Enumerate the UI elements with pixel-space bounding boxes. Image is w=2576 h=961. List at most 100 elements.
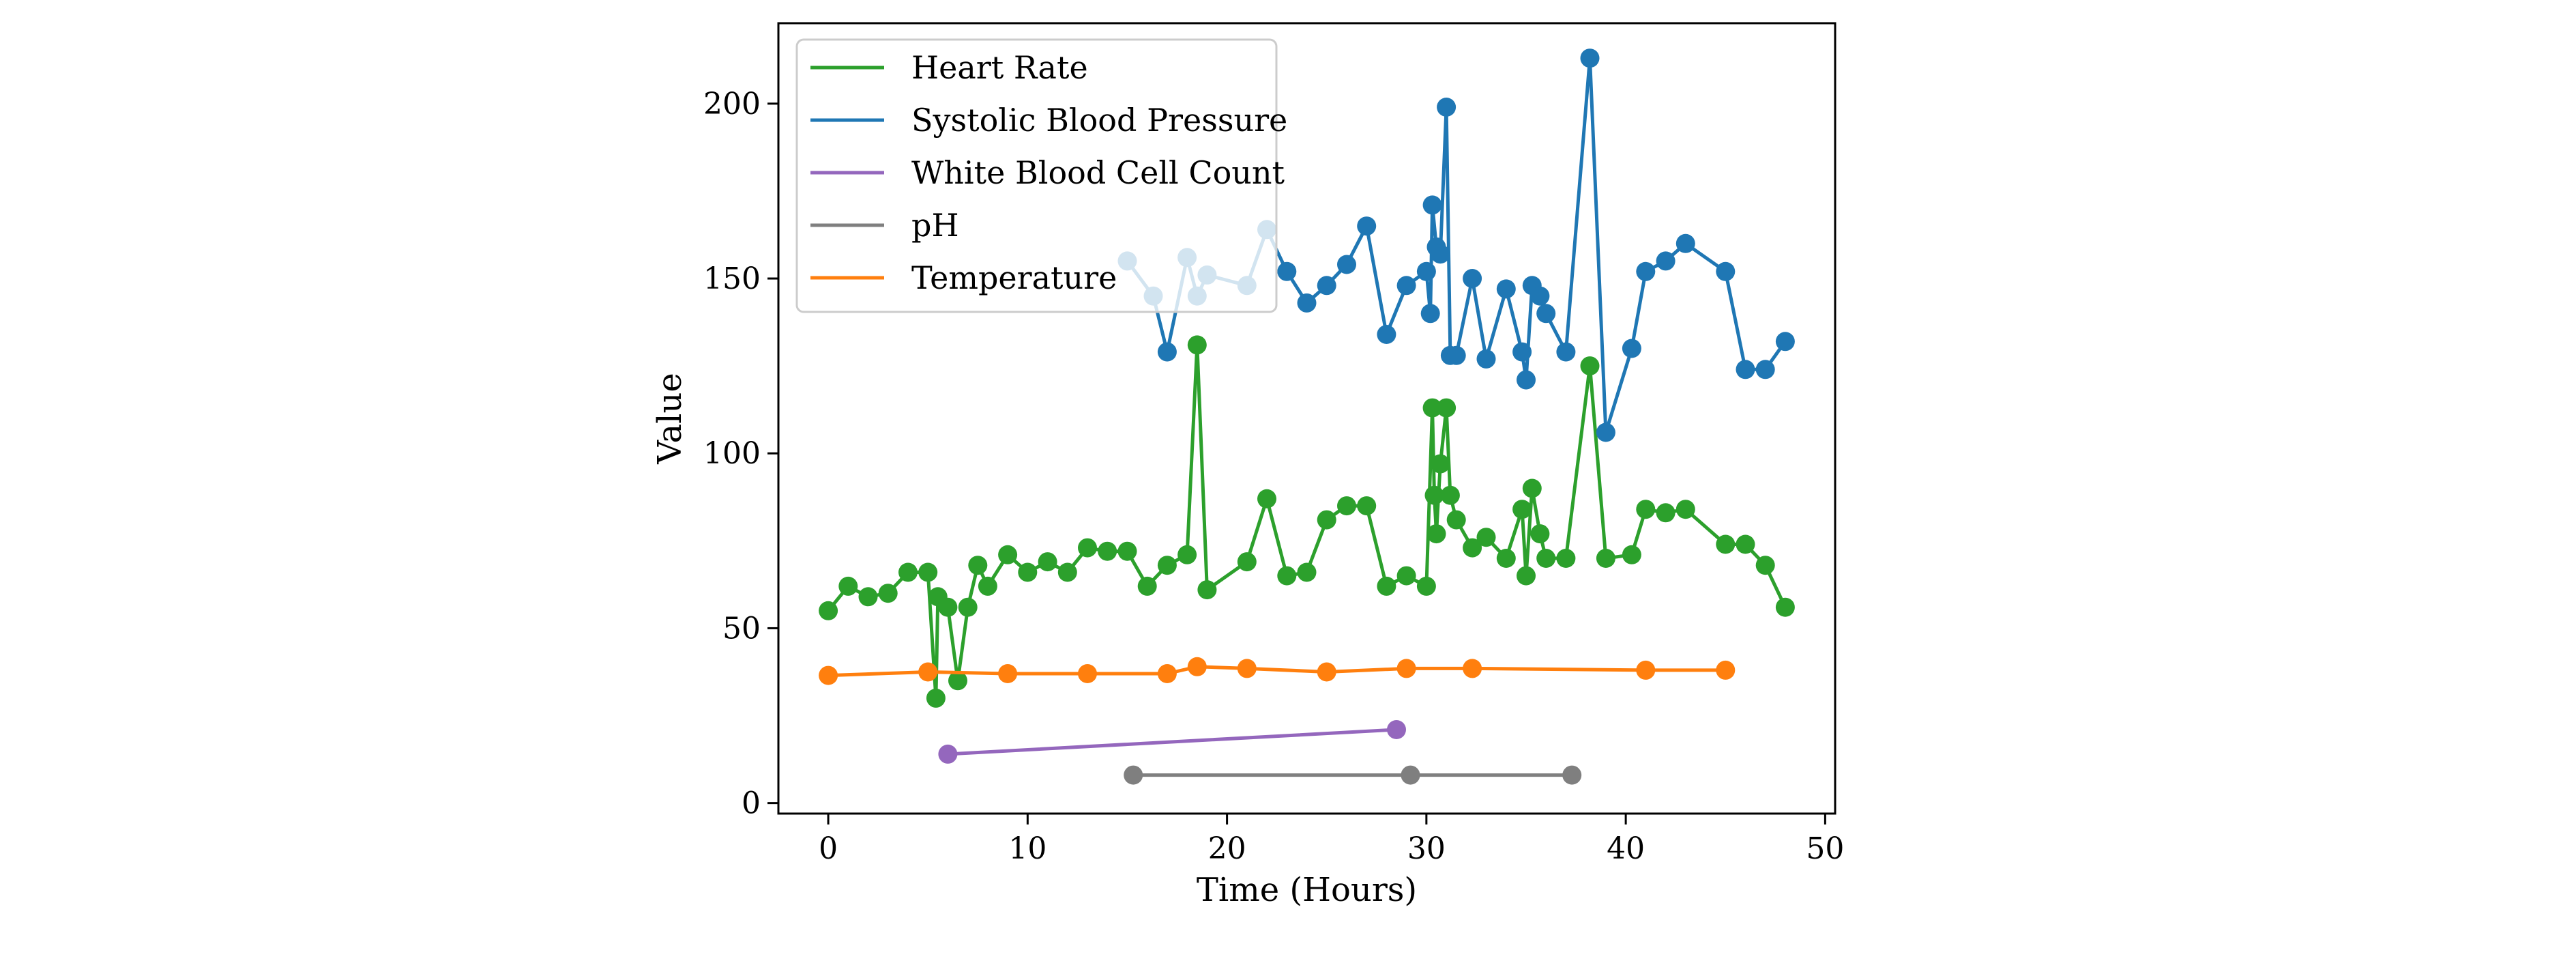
data-point-temperature: [1237, 659, 1257, 678]
y-tick-label: 0: [742, 786, 761, 821]
data-point-heart-rate: [1440, 485, 1460, 505]
data-point-systolic-blood-pressure: [1317, 276, 1336, 296]
data-point-systolic-blood-pressure: [1755, 360, 1775, 379]
data-point-systolic-blood-pressure: [1297, 293, 1317, 313]
data-point-white-blood-cell-count: [938, 744, 958, 764]
data-point-heart-rate: [1536, 549, 1556, 568]
data-point-heart-rate: [1622, 545, 1641, 564]
y-tick-label: 50: [722, 611, 761, 646]
data-point-temperature: [1716, 660, 1736, 680]
data-point-heart-rate: [1297, 562, 1317, 582]
data-point-systolic-blood-pressure: [1736, 360, 1755, 379]
data-point-systolic-blood-pressure: [1775, 332, 1795, 352]
legend-items: Heart Rate Systolic Blood Pressure White B…: [810, 49, 1287, 296]
data-point-temperature: [918, 662, 938, 682]
data-point-temperature: [998, 664, 1018, 683]
data-point-heart-rate: [1117, 541, 1137, 561]
x-axis-label: Time (Hours): [1197, 871, 1417, 909]
data-point-ph: [1401, 765, 1420, 785]
data-point-heart-rate: [1675, 500, 1695, 519]
data-point-heart-rate: [1580, 356, 1600, 376]
data-point-heart-rate: [1556, 549, 1576, 568]
data-point-heart-rate: [1522, 478, 1542, 498]
data-point-heart-rate: [998, 545, 1018, 564]
data-point-heart-rate: [978, 576, 997, 596]
data-point-temperature: [1396, 659, 1416, 678]
series-ph: [1124, 765, 1582, 785]
y-axis-label: Value: [651, 373, 689, 465]
series-line-white-blood-cell-count: [946, 728, 1399, 756]
data-point-heart-rate: [1018, 562, 1038, 582]
series-layer: [819, 48, 1795, 785]
data-point-systolic-blood-pressure: [1277, 261, 1297, 281]
data-point-systolic-blood-pressure: [1496, 279, 1516, 299]
x-tick-label: 0: [819, 831, 838, 866]
data-point-systolic-blood-pressure: [1422, 195, 1442, 215]
data-point-heart-rate: [1755, 556, 1775, 575]
legend-item-heart-rate: Heart Rate: [810, 49, 1088, 86]
data-point-heart-rate: [1038, 552, 1057, 572]
data-point-heart-rate: [1656, 503, 1675, 523]
data-point-systolic-blood-pressure: [1512, 342, 1532, 362]
data-point-heart-rate: [1277, 566, 1297, 586]
legend-label-heart-rate: Heart Rate: [911, 49, 1088, 86]
data-point-temperature: [1078, 664, 1097, 683]
data-point-heart-rate: [1437, 398, 1457, 418]
data-point-heart-rate: [1237, 552, 1257, 572]
data-point-heart-rate: [1530, 524, 1550, 544]
data-point-heart-rate: [819, 601, 838, 620]
data-point-heart-rate: [1337, 496, 1356, 516]
series-line-heart-rate: [826, 343, 1787, 700]
legend: Heart Rate Systolic Blood Pressure White B…: [795, 38, 1287, 313]
data-point-systolic-blood-pressure: [1622, 339, 1641, 358]
data-point-heart-rate: [1416, 576, 1436, 596]
data-point-temperature: [819, 665, 838, 685]
data-point-heart-rate: [858, 587, 878, 607]
data-point-temperature: [1317, 662, 1336, 682]
series-line-temperature: [826, 665, 1727, 678]
data-point-systolic-blood-pressure: [1463, 269, 1482, 288]
data-point-systolic-blood-pressure: [1636, 261, 1656, 281]
data-point-heart-rate: [918, 562, 938, 582]
data-point-systolic-blood-pressure: [1437, 98, 1457, 117]
data-point-heart-rate: [948, 671, 967, 691]
x-tick-label: 10: [1008, 831, 1046, 866]
x-tick-label: 20: [1208, 831, 1246, 866]
data-point-heart-rate: [1426, 524, 1446, 544]
data-point-heart-rate: [1476, 528, 1496, 547]
data-point-systolic-blood-pressure: [1716, 261, 1736, 281]
legend-label-temperature: Temperature: [911, 259, 1117, 296]
data-point-heart-rate: [1596, 549, 1615, 568]
data-point-heart-rate: [1446, 510, 1466, 530]
data-point-ph: [1124, 765, 1143, 785]
data-point-systolic-blood-pressure: [1420, 304, 1440, 324]
data-point-white-blood-cell-count: [1387, 720, 1406, 739]
data-point-heart-rate: [1157, 556, 1177, 575]
x-tick-label: 30: [1407, 831, 1446, 866]
data-point-ph: [1562, 765, 1582, 785]
x-axis: 0 10 20 30 40 50: [819, 814, 1844, 866]
legend-item-ph: pH: [810, 207, 959, 244]
data-point-systolic-blood-pressure: [1556, 342, 1576, 362]
data-point-systolic-blood-pressure: [1377, 325, 1396, 344]
data-point-systolic-blood-pressure: [1517, 370, 1536, 390]
data-point-heart-rate: [1317, 510, 1336, 530]
legend-item-white-blood-cell-count: White Blood Cell Count: [810, 154, 1285, 191]
x-tick-label: 50: [1806, 831, 1844, 866]
data-point-heart-rate: [1257, 489, 1276, 508]
data-point-heart-rate: [958, 597, 978, 617]
data-point-heart-rate: [1716, 534, 1736, 554]
legend-item-systolic-blood-pressure: Systolic Blood Pressure: [810, 102, 1287, 139]
legend-label-systolic-blood-pressure: Systolic Blood Pressure: [911, 102, 1287, 139]
x-tick-label: 40: [1607, 831, 1645, 866]
plot-frame: [777, 22, 1836, 815]
data-point-heart-rate: [1422, 398, 1442, 418]
legend-box: [795, 38, 1278, 313]
data-point-systolic-blood-pressure: [1357, 216, 1377, 236]
data-point-systolic-blood-pressure: [1536, 304, 1556, 324]
legend-label-white-blood-cell-count: White Blood Cell Count: [911, 154, 1285, 191]
data-point-heart-rate: [1736, 534, 1755, 554]
data-point-temperature: [1187, 657, 1207, 676]
y-tick-label: 100: [703, 436, 761, 471]
